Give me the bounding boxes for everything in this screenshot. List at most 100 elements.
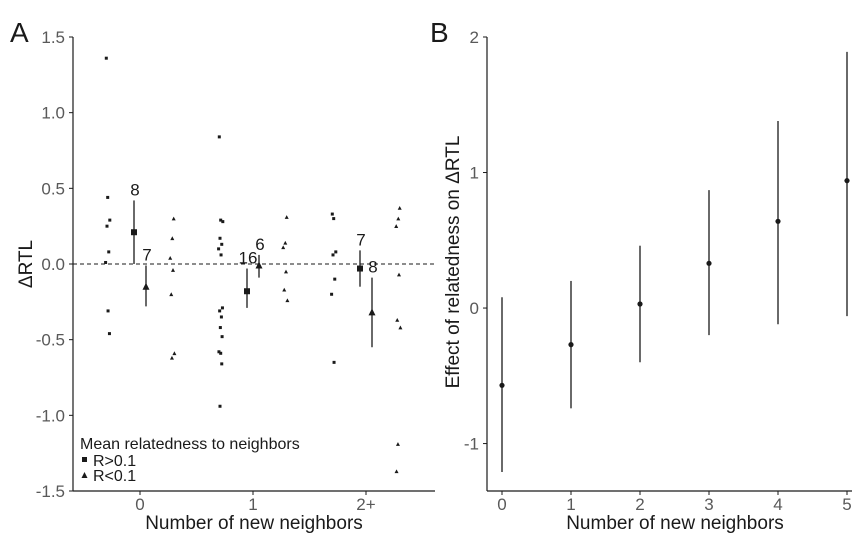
raw-point-triangle (284, 269, 288, 274)
y-tick-label: -1 (464, 435, 479, 454)
raw-point-square (104, 260, 108, 264)
raw-point-square (108, 218, 112, 222)
raw-point-square (219, 315, 223, 319)
raw-point-square (330, 292, 334, 296)
raw-point-square (220, 335, 224, 339)
panel-a-marks: 87 166 78 (104, 56, 403, 474)
raw-point-square (217, 135, 221, 139)
raw-point-square (107, 332, 111, 336)
legend-square-marker (82, 457, 87, 462)
raw-point-square (218, 326, 222, 330)
raw-point-triangle (397, 206, 402, 210)
x-tick-label: 0 (135, 495, 144, 514)
raw-point-triangle (394, 469, 399, 474)
panel-a-x-axis-label: Number of new neighbors (145, 513, 363, 533)
raw-point-square (331, 253, 335, 257)
sample-size-label: 6 (255, 235, 264, 254)
x-tick-label: 1 (248, 495, 257, 514)
legend-triangle-marker (81, 472, 88, 478)
x-tick-label: 2+ (356, 495, 375, 514)
x-tick-label: 4 (773, 495, 782, 514)
raw-point-square (219, 253, 223, 257)
panel-a-label: A (10, 17, 29, 48)
sample-size-label: 16 (239, 249, 258, 268)
raw-point-square (333, 277, 337, 281)
estimate-point (637, 301, 643, 307)
raw-point-square (220, 242, 224, 246)
estimate-point (706, 260, 712, 266)
legend: Mean relatedness to neighbors R>0.1 R<0.… (80, 436, 300, 485)
legend-label-r-high: R>0.1 (93, 453, 136, 470)
y-tick-label: 0.0 (41, 255, 65, 274)
panel-a-y-axis-label: ΔRTL (16, 240, 37, 288)
raw-point-square (221, 220, 225, 224)
raw-point-triangle (169, 292, 174, 297)
y-tick-label: -0.5 (36, 331, 65, 350)
raw-point-square (218, 236, 222, 240)
raw-point-triangle (168, 255, 173, 260)
panel-b-marks (499, 51, 850, 473)
mean-square (131, 229, 137, 236)
raw-point-triangle (170, 236, 175, 241)
x-tick-label: 1 (566, 495, 575, 514)
raw-point-square (332, 217, 336, 221)
raw-point-triangle (281, 245, 286, 250)
y-tick-label: -1.0 (36, 406, 65, 425)
raw-point-square (330, 212, 334, 216)
x-tick-label: 3 (704, 495, 713, 514)
y-tick-label: 1.5 (41, 28, 65, 47)
panel-b: B -1 0 1 2 0 1 2 3 4 5 Number of new neighbors Ef… (430, 17, 852, 533)
raw-point-square (105, 224, 109, 228)
y-tick-label: 0 (470, 299, 479, 318)
x-tick-label: 0 (497, 495, 506, 514)
y-tick-label: 1.0 (41, 104, 65, 123)
raw-point-square (217, 350, 221, 354)
mean-triangle (142, 282, 150, 290)
sample-size-label: 8 (130, 180, 139, 199)
panel-b-x-axis-label: Number of new neighbors (566, 513, 784, 533)
raw-point-square (220, 306, 224, 310)
panel-b-y-axis-label: Effect of relatedness on ΔRTL (443, 136, 464, 389)
raw-point-triangle (395, 317, 400, 322)
estimate-point (775, 218, 781, 224)
raw-point-square (219, 351, 223, 355)
raw-point-triangle (171, 268, 175, 272)
panel-a: A -1.5-1.0-0.50.00.51.01.50 1 2+ 87 166 78 N… (10, 17, 435, 533)
raw-point-triangle (283, 240, 288, 245)
raw-point-square (106, 195, 110, 199)
raw-point-triangle (285, 298, 290, 303)
raw-point-square (219, 218, 223, 222)
y-tick-label: 2 (470, 28, 479, 47)
raw-point-triangle (398, 325, 403, 330)
panel-b-axes: -1 0 1 2 0 1 2 3 4 5 (464, 28, 852, 514)
x-tick-label: 5 (842, 495, 851, 514)
legend-label-r-low: R<0.1 (93, 468, 136, 485)
raw-point-triangle (397, 272, 401, 277)
raw-point-triangle (169, 355, 174, 360)
sample-size-label: 7 (356, 230, 365, 249)
raw-point-square (220, 362, 224, 366)
raw-point-square (107, 250, 111, 254)
raw-point-square (332, 360, 336, 364)
raw-point-square (104, 56, 108, 60)
y-tick-label: 0.5 (41, 179, 65, 198)
panel-b-label: B (430, 17, 449, 48)
mean-square (357, 265, 363, 272)
mean-triangle (255, 261, 263, 269)
estimate-point (568, 342, 574, 348)
raw-point-triangle (171, 216, 176, 221)
raw-point-square (218, 309, 222, 313)
estimate-point (844, 178, 850, 184)
legend-title: Mean relatedness to neighbors (80, 436, 300, 453)
estimate-point (499, 382, 505, 388)
sample-size-label: 7 (142, 246, 151, 265)
raw-point-square (218, 404, 222, 408)
mean-square (244, 288, 250, 295)
raw-point-triangle (395, 442, 400, 446)
y-tick-label: 1 (470, 164, 479, 183)
raw-point-triangle (396, 216, 401, 221)
raw-point-square (217, 247, 221, 251)
raw-point-square (334, 250, 338, 254)
raw-point-square (106, 309, 110, 313)
